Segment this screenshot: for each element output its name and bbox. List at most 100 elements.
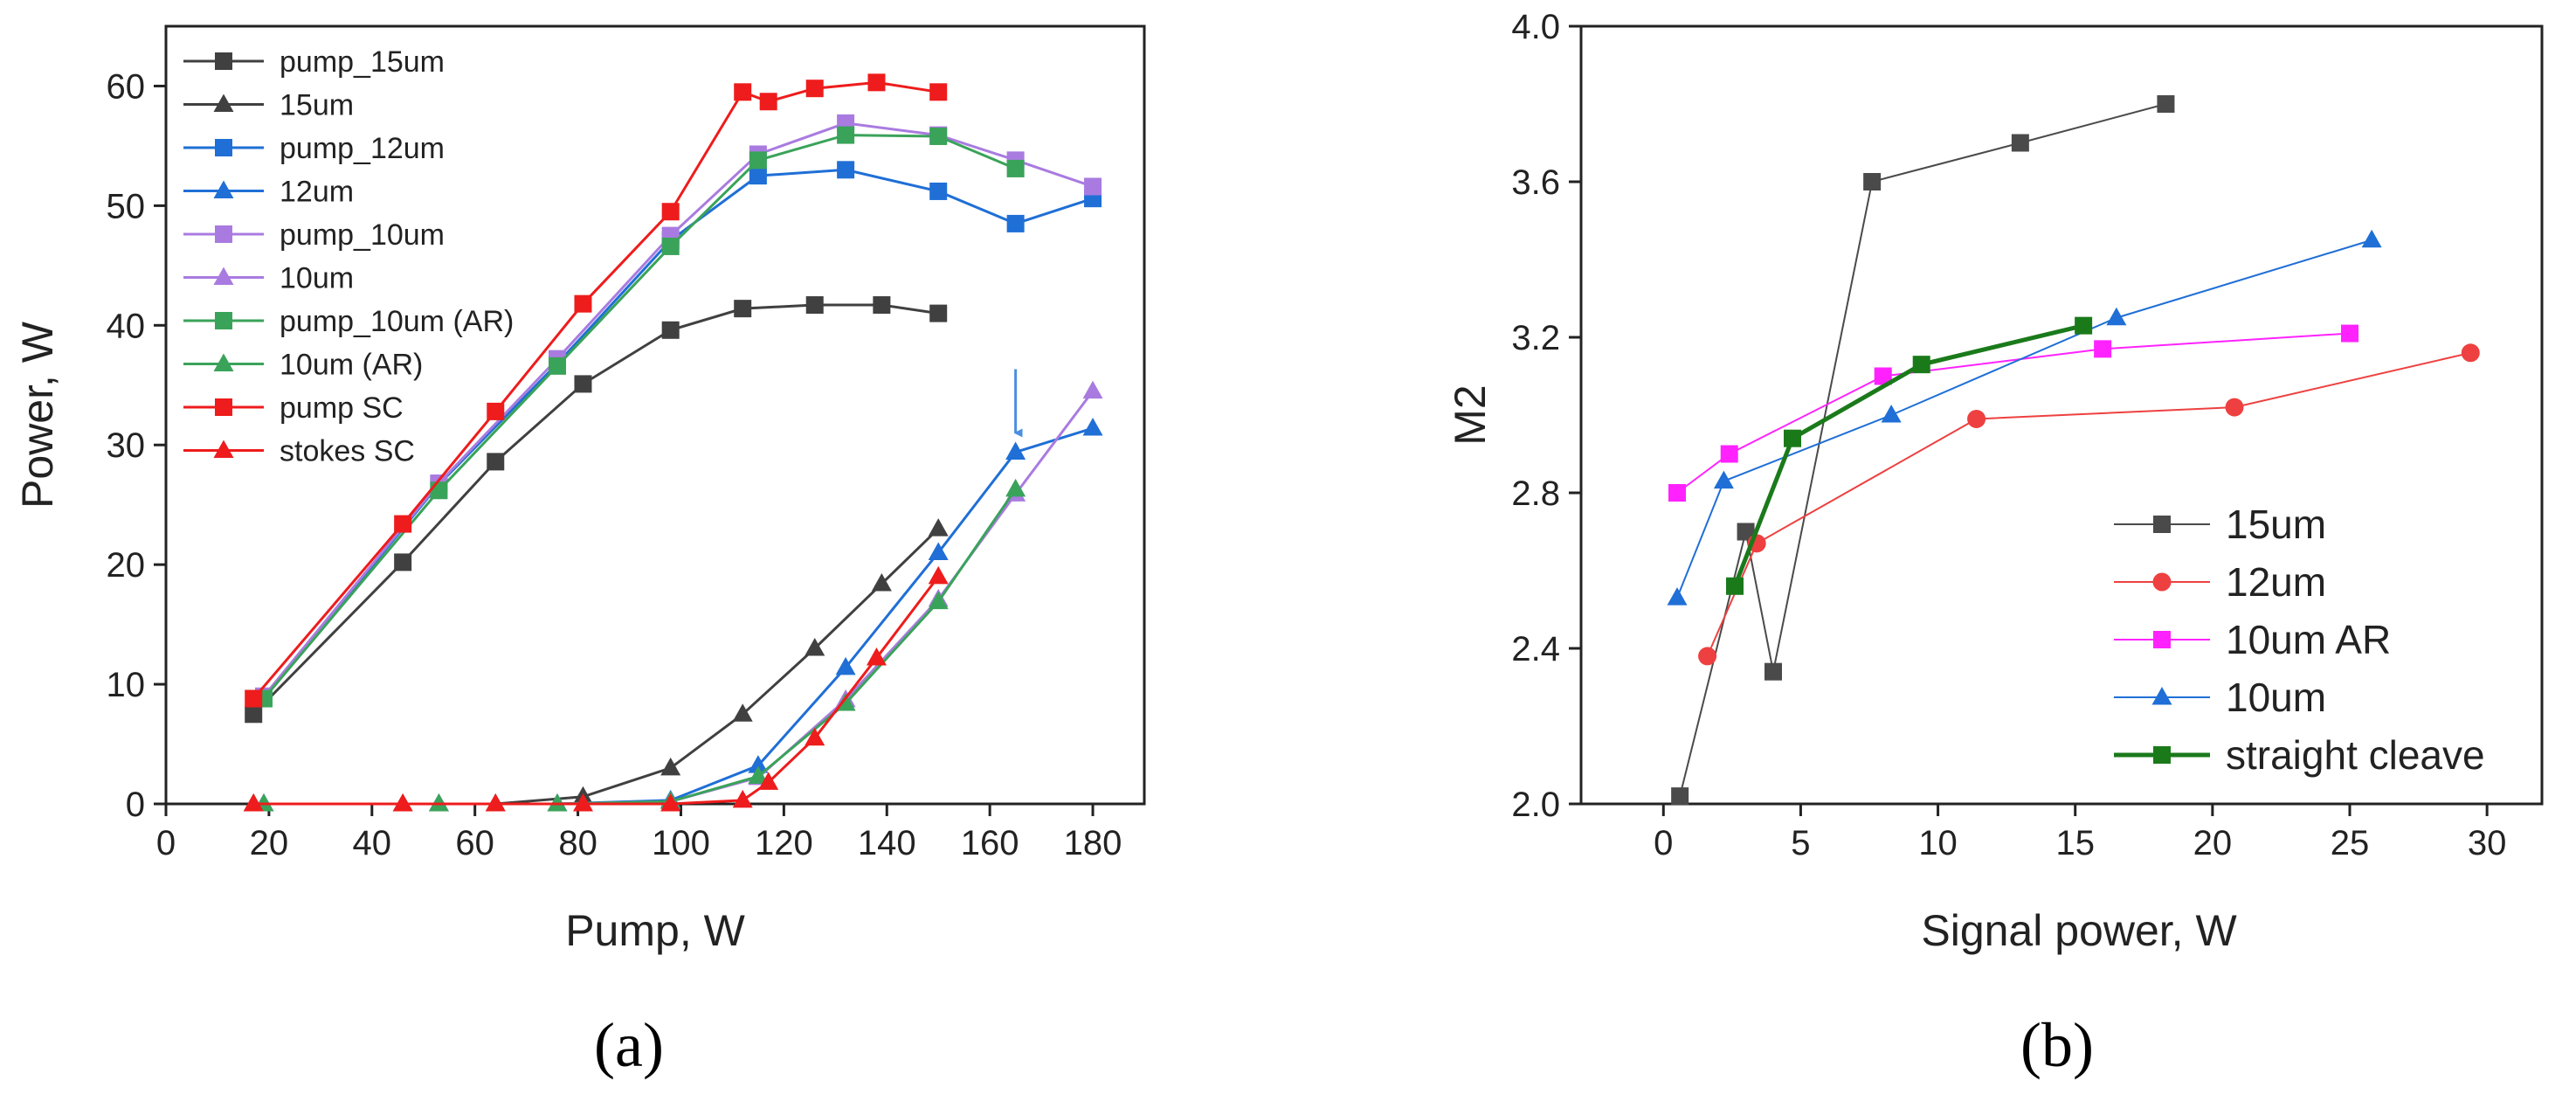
x-tick-label: 40 bbox=[353, 824, 392, 862]
data-point bbox=[928, 518, 949, 537]
x-tick-label: 20 bbox=[250, 824, 289, 862]
data-point bbox=[1082, 418, 1103, 436]
legend-marker bbox=[215, 225, 232, 243]
series-10um-ar bbox=[1668, 324, 2358, 502]
legend-label: pump_10um (AR) bbox=[280, 305, 514, 338]
legend-marker bbox=[215, 312, 232, 329]
legend-label: 12um bbox=[280, 176, 354, 209]
x-tick-label: 20 bbox=[2193, 824, 2233, 862]
panel-b-y-ticks: 2.0 2.4 2.8 3.2 3.6 4.0 bbox=[1511, 8, 1581, 824]
series-line bbox=[262, 134, 1017, 700]
legend-label: pump_12um bbox=[280, 132, 445, 165]
data-point bbox=[1784, 429, 1801, 447]
legend-marker bbox=[215, 52, 232, 70]
data-point bbox=[835, 656, 856, 675]
y-tick-label: 3.2 bbox=[1511, 319, 1560, 357]
x-tick-label: 80 bbox=[558, 824, 597, 862]
data-point bbox=[805, 80, 824, 98]
y-tick-label: 0 bbox=[126, 786, 145, 824]
data-point bbox=[574, 294, 592, 313]
legend-entry: pump_10um bbox=[183, 218, 445, 252]
series-10um-ar- bbox=[253, 478, 1026, 812]
legend-label: 10um bbox=[2226, 675, 2326, 720]
data-point bbox=[2225, 398, 2244, 417]
data-point bbox=[1713, 470, 1734, 489]
data-point bbox=[734, 83, 752, 101]
data-point bbox=[547, 793, 568, 812]
data-point bbox=[2011, 134, 2029, 152]
y-tick-label: 50 bbox=[107, 187, 146, 225]
data-point bbox=[837, 161, 855, 179]
data-point bbox=[487, 402, 505, 420]
data-point bbox=[928, 542, 949, 560]
data-point bbox=[734, 300, 752, 318]
panel-b-series bbox=[1667, 95, 2480, 806]
legend-entry: 12um bbox=[2114, 559, 2326, 605]
legend-entry: pump_12um bbox=[183, 132, 445, 165]
data-point bbox=[487, 453, 505, 471]
data-point bbox=[660, 793, 681, 812]
data-point bbox=[873, 296, 891, 315]
data-point bbox=[1874, 367, 1892, 385]
data-point bbox=[929, 304, 948, 322]
data-point bbox=[805, 638, 825, 656]
legend-entry: 10um bbox=[183, 262, 354, 295]
legend-entry: 15um bbox=[183, 89, 354, 122]
legend-label: pump_10um bbox=[280, 218, 445, 252]
panel-a: 0 20 40 60 80 100 120 140 160 180 0 10 20 30 40 50 60 P… bbox=[13, 24, 1146, 1080]
data-point bbox=[2094, 340, 2112, 358]
x-tick-label: 140 bbox=[858, 824, 916, 862]
panel-a-y-ticks: 0 10 20 30 40 50 60 bbox=[107, 67, 166, 824]
data-point bbox=[748, 765, 769, 785]
series-line bbox=[264, 426, 1094, 806]
panel-b-frame bbox=[1579, 24, 2544, 806]
data-point bbox=[1737, 523, 1755, 541]
legend-label: 10um bbox=[280, 262, 354, 295]
data-point bbox=[1881, 405, 1902, 423]
x-tick-label: 5 bbox=[1791, 824, 1810, 862]
series-12um bbox=[253, 418, 1103, 812]
data-point bbox=[572, 793, 593, 812]
x-tick-label: 25 bbox=[2331, 824, 2370, 862]
data-point bbox=[2106, 307, 2127, 326]
data-point bbox=[245, 705, 263, 724]
y-tick-label: 2.4 bbox=[1511, 630, 1560, 668]
y-tick-label: 40 bbox=[107, 307, 146, 345]
legend-marker bbox=[213, 93, 234, 112]
data-point bbox=[749, 167, 767, 185]
data-point bbox=[428, 793, 449, 812]
panel-b-y-axis-label: M2 bbox=[1446, 384, 1495, 445]
data-point bbox=[732, 703, 753, 722]
series-line bbox=[253, 528, 940, 806]
legend-entry: 10um bbox=[2114, 675, 2326, 720]
data-point bbox=[394, 553, 412, 571]
legend-marker bbox=[213, 440, 234, 458]
legend-marker bbox=[2151, 687, 2172, 705]
data-point bbox=[866, 647, 887, 666]
x-tick-label: 180 bbox=[1064, 824, 1122, 862]
data-point bbox=[1005, 478, 1026, 497]
data-point bbox=[1912, 356, 1930, 374]
x-tick-label: 60 bbox=[455, 824, 494, 862]
panel-b: 0 5 10 15 20 25 30 2.0 2.4 2.8 3.2 3.6 4.0 Signal p… bbox=[1446, 8, 2544, 1080]
data-point bbox=[1005, 441, 1026, 460]
data-point bbox=[1720, 445, 1738, 463]
series-straight-cleave bbox=[1726, 316, 2093, 595]
legend-entry: pump_10um (AR) bbox=[183, 305, 514, 338]
y-tick-label: 4.0 bbox=[1511, 8, 1560, 46]
series-pump-10um-ar- bbox=[255, 126, 1025, 708]
data-point bbox=[1863, 173, 1882, 190]
data-point bbox=[549, 357, 566, 375]
panel-a-x-axis-label: Pump, W bbox=[565, 906, 745, 955]
data-point bbox=[929, 127, 948, 145]
legend-marker bbox=[215, 139, 232, 156]
legend-entry: pump_15um bbox=[183, 45, 445, 79]
data-point bbox=[805, 727, 825, 746]
data-point bbox=[1726, 577, 1744, 595]
data-point bbox=[392, 793, 413, 812]
data-point bbox=[660, 757, 681, 776]
data-point bbox=[929, 182, 948, 200]
panel-b-label: (b) bbox=[2020, 1010, 2094, 1080]
x-tick-label: 0 bbox=[1654, 824, 1673, 862]
